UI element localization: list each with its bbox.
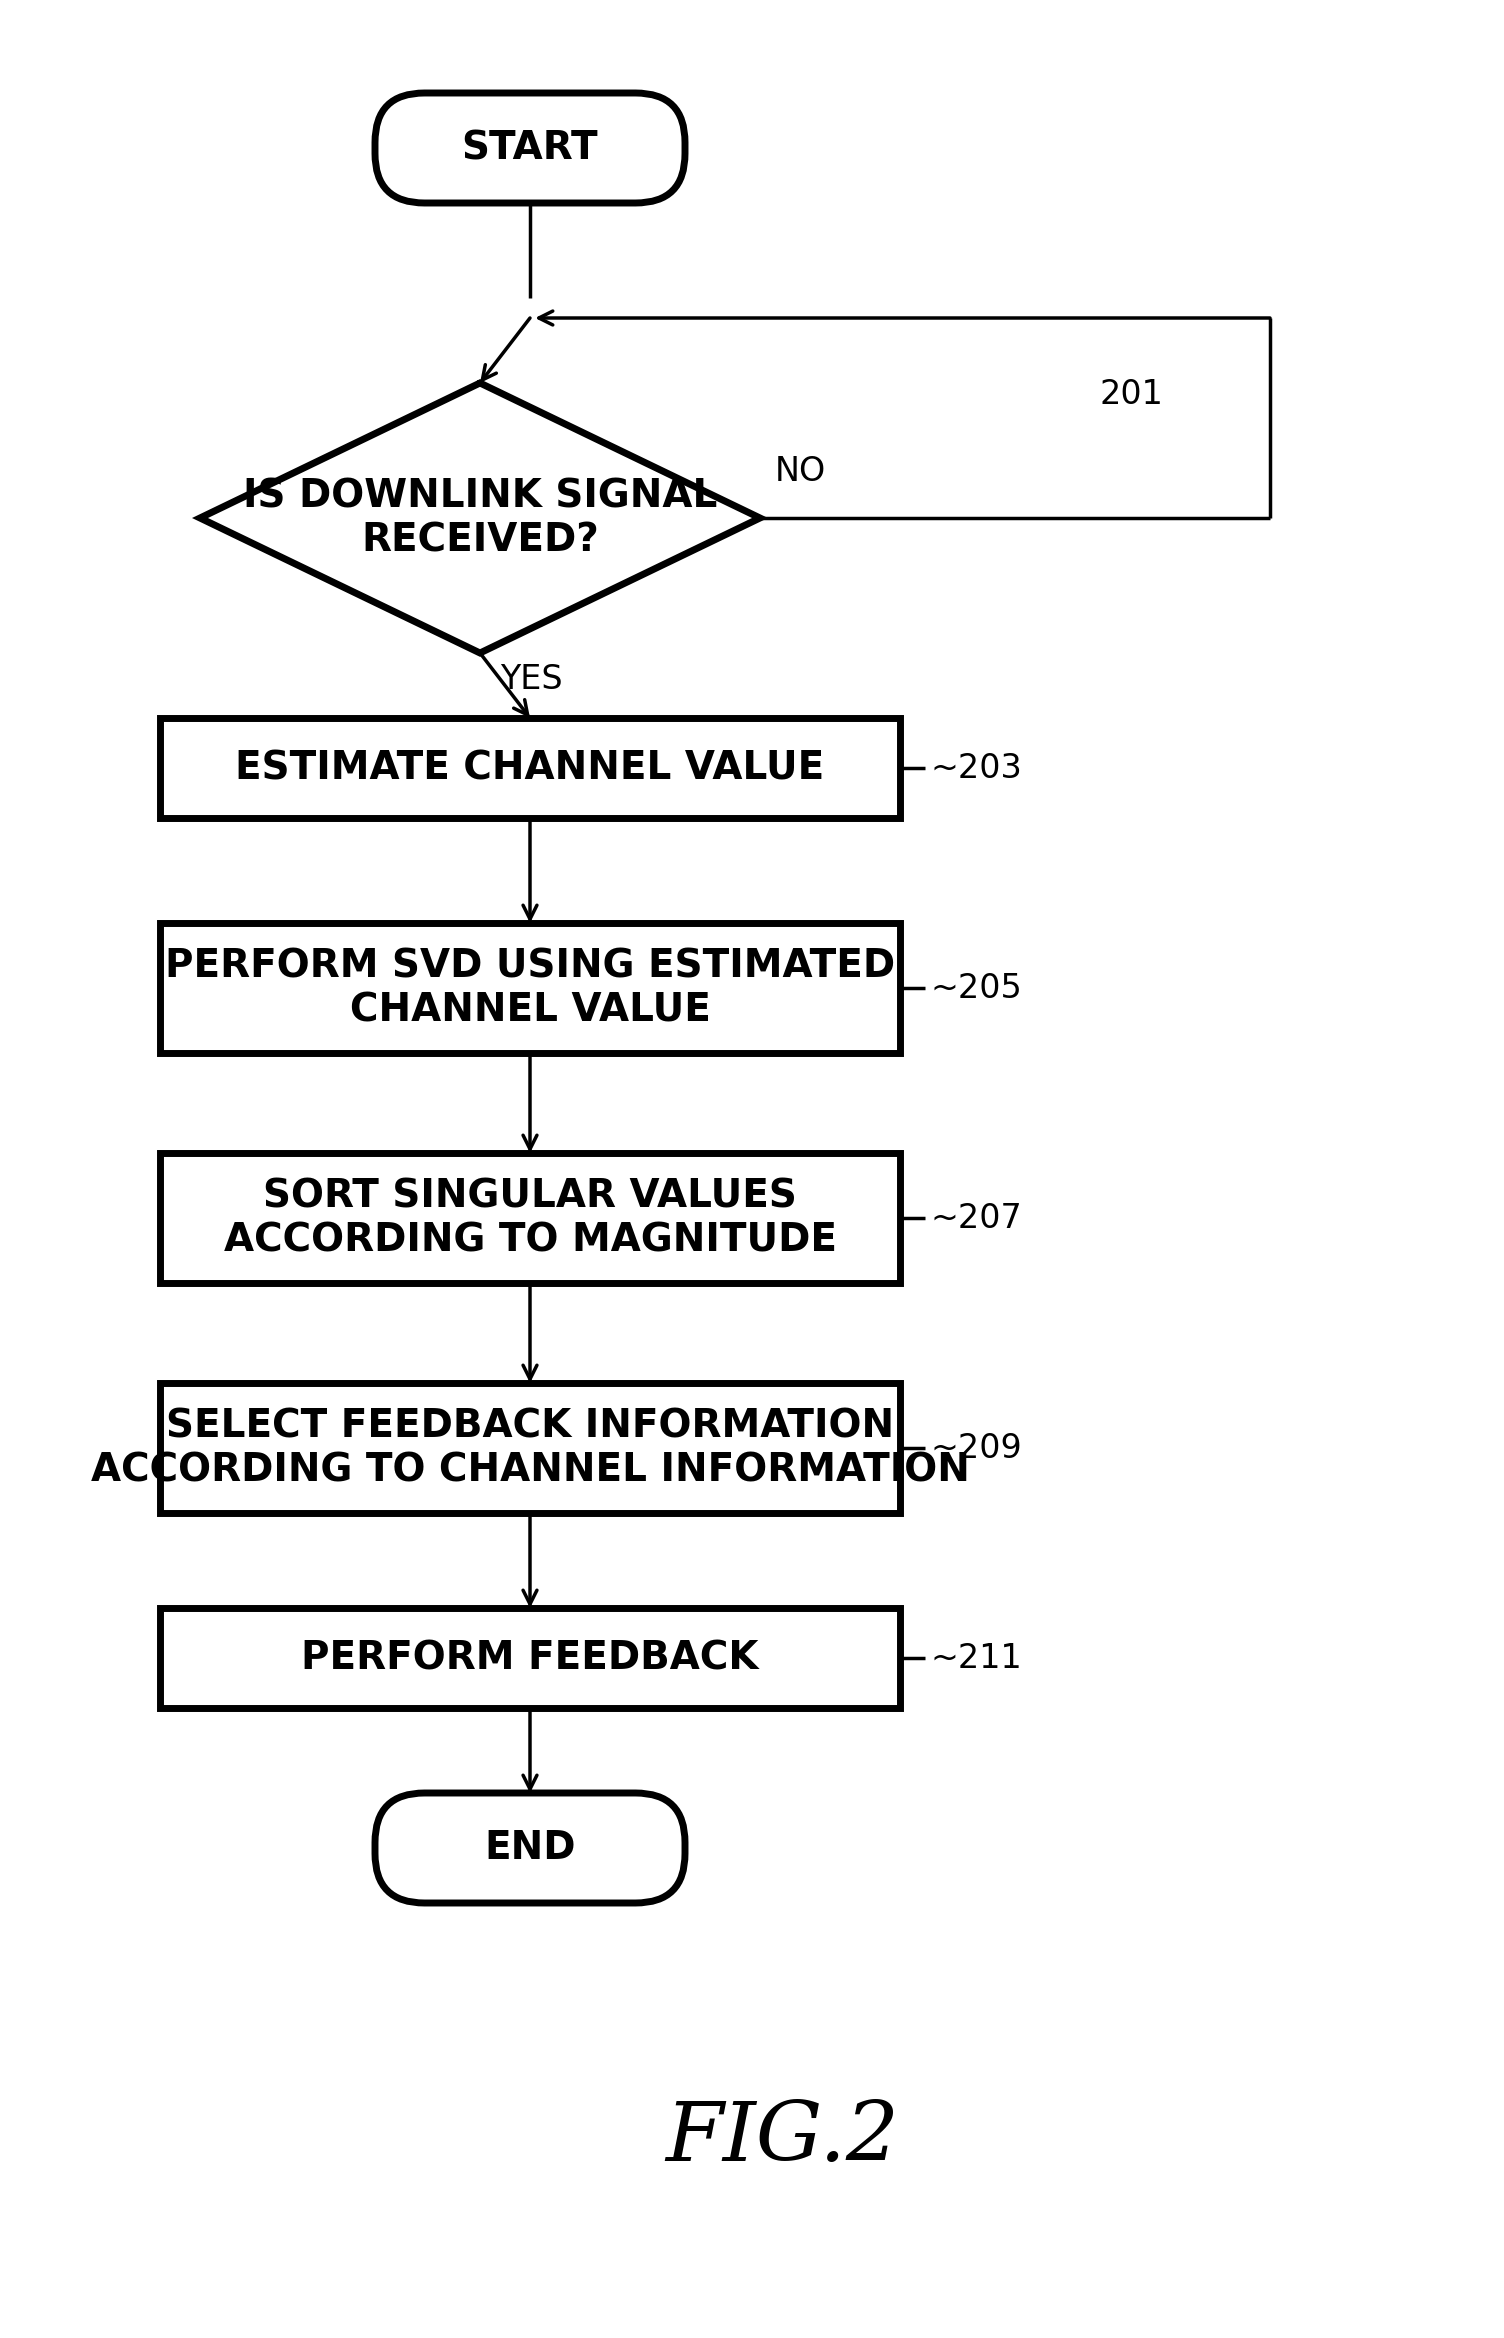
Text: PERFORM SVD USING ESTIMATED
CHANNEL VALUE: PERFORM SVD USING ESTIMATED CHANNEL VALU… (165, 947, 895, 1029)
Text: YES: YES (499, 664, 562, 697)
Text: ~203: ~203 (929, 750, 1021, 786)
FancyBboxPatch shape (374, 94, 684, 203)
Bar (159, 718, 899, 818)
Text: PERFORM FEEDBACK: PERFORM FEEDBACK (301, 1639, 758, 1676)
Text: ~209: ~209 (929, 1431, 1021, 1464)
Bar (159, 924, 899, 1052)
Text: NO: NO (775, 456, 826, 489)
Text: ~205: ~205 (929, 973, 1021, 1005)
Text: FIG.2: FIG.2 (665, 2097, 899, 2179)
Bar (159, 1153, 899, 1284)
FancyBboxPatch shape (374, 1793, 684, 1903)
Bar (159, 1384, 899, 1513)
Text: END: END (484, 1828, 576, 1868)
Bar (159, 1609, 899, 1709)
Text: ~207: ~207 (929, 1202, 1021, 1234)
Text: SELECT FEEDBACK INFORMATION
ACCORDING TO CHANNEL INFORMATION: SELECT FEEDBACK INFORMATION ACCORDING TO… (90, 1407, 970, 1489)
Polygon shape (200, 383, 760, 652)
Text: START: START (462, 129, 599, 166)
Text: ESTIMATE CHANNEL VALUE: ESTIMATE CHANNEL VALUE (235, 748, 824, 788)
Text: 201: 201 (1099, 379, 1164, 411)
Text: IS DOWNLINK SIGNAL
RECEIVED?: IS DOWNLINK SIGNAL RECEIVED? (242, 477, 717, 559)
Text: ~211: ~211 (929, 1641, 1021, 1674)
Text: SORT SINGULAR VALUES
ACCORDING TO MAGNITUDE: SORT SINGULAR VALUES ACCORDING TO MAGNIT… (224, 1176, 836, 1258)
